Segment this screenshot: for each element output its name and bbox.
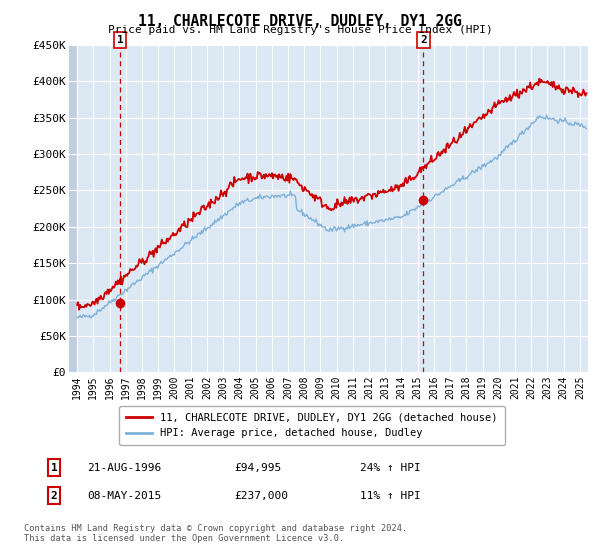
Text: 24% ↑ HPI: 24% ↑ HPI	[360, 463, 421, 473]
Legend: 11, CHARLECOTE DRIVE, DUDLEY, DY1 2GG (detached house), HPI: Average price, deta: 11, CHARLECOTE DRIVE, DUDLEY, DY1 2GG (d…	[119, 405, 505, 446]
Text: 11% ↑ HPI: 11% ↑ HPI	[360, 491, 421, 501]
Text: 2: 2	[50, 491, 58, 501]
Text: 21-AUG-1996: 21-AUG-1996	[87, 463, 161, 473]
Text: Contains HM Land Registry data © Crown copyright and database right 2024.
This d: Contains HM Land Registry data © Crown c…	[24, 524, 407, 543]
Text: £94,995: £94,995	[234, 463, 281, 473]
Text: 1: 1	[50, 463, 58, 473]
Text: Price paid vs. HM Land Registry's House Price Index (HPI): Price paid vs. HM Land Registry's House …	[107, 25, 493, 35]
Text: 2: 2	[420, 35, 427, 45]
Text: £237,000: £237,000	[234, 491, 288, 501]
Text: 1: 1	[116, 35, 124, 45]
Bar	[69, 45, 77, 372]
Text: 08-MAY-2015: 08-MAY-2015	[87, 491, 161, 501]
Text: 11, CHARLECOTE DRIVE, DUDLEY, DY1 2GG: 11, CHARLECOTE DRIVE, DUDLEY, DY1 2GG	[138, 14, 462, 29]
